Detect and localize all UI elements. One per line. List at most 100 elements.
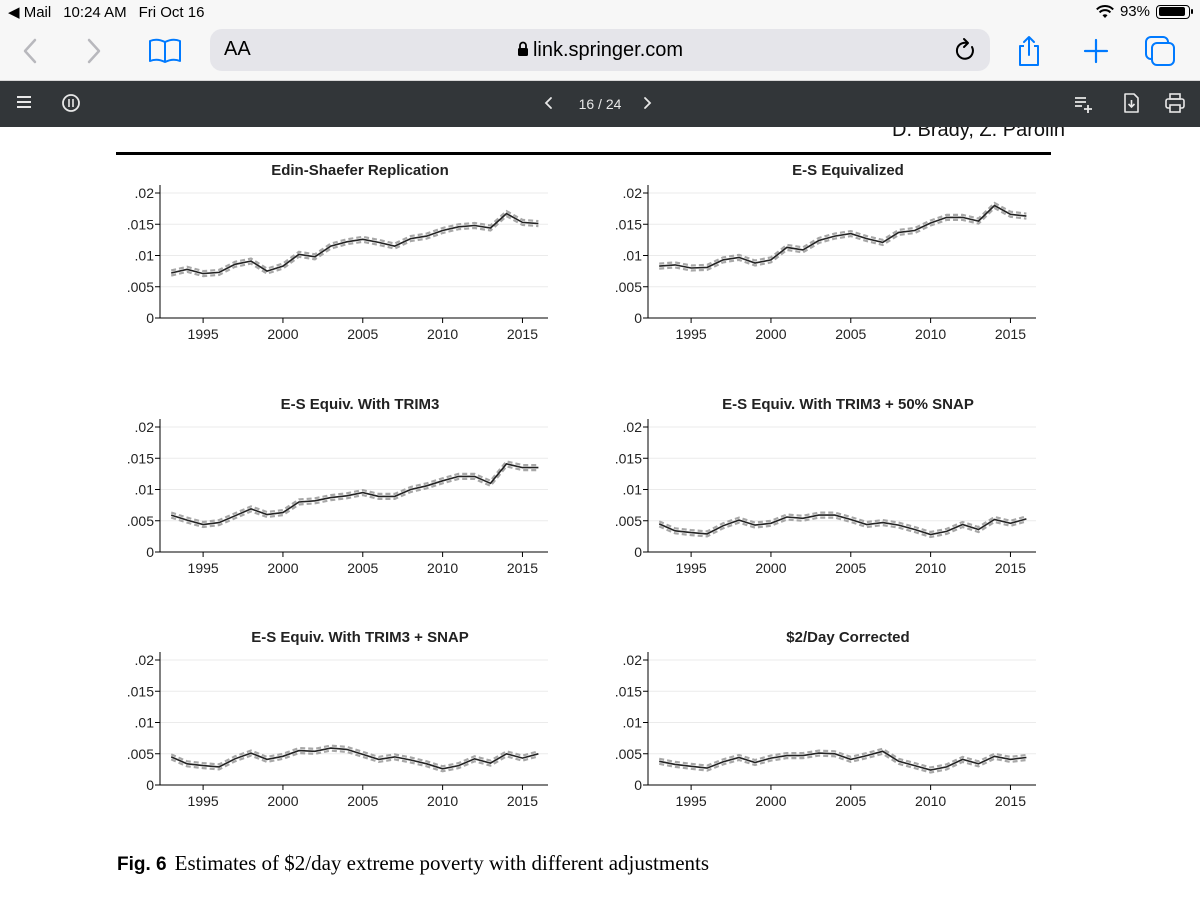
status-bar: ◀ Mail 10:24 AM Fri Oct 16 93% [0,0,1200,24]
y-tick-label: .005 [127,746,154,762]
chevron-right-icon [87,38,101,64]
plus-icon [1083,38,1109,64]
y-tick-label: 0 [634,310,642,326]
download-icon [1124,93,1139,113]
chart-title: $2/Day Corrected [786,629,909,646]
chart-title: E-S Equivalized [792,162,904,179]
wifi-icon [1096,4,1114,18]
share-button[interactable] [1016,34,1042,68]
next-page-button[interactable] [640,93,656,118]
y-tick-label: .01 [135,715,155,731]
battery-percent: 93% [1119,3,1150,20]
x-tick-label: 2005 [347,560,378,576]
x-tick-label: 2015 [995,560,1026,576]
address-bar[interactable]: AA link.springer.com [210,29,990,71]
pdf-page: D. Brady, Z. Parolin Edin-Shaefer Replic… [0,127,1200,900]
menu-icon [17,96,31,108]
ci-lower-line [658,516,1027,539]
figure-6-charts: Edin-Shaefer Replication 0 .005 .01 .015 .02 1… [127,162,1036,809]
chart-panel: E-S Equiv. With TRIM3 + SNAP 0 .005 .01 .015… [127,629,548,809]
y-tick-label: .02 [623,652,643,668]
chart-panel: E-S Equivalized 0 .005 .01 .015 .02 1995 2000 20… [615,162,1036,342]
page-indicator: 16 / 24 [578,96,622,112]
tabs-icon [1145,36,1175,66]
x-tick-label: 2000 [755,326,786,342]
estimate-line [171,212,539,275]
x-tick-label: 2005 [347,326,378,342]
previous-page-button[interactable] [540,93,556,118]
y-tick-label: .015 [615,216,642,232]
printer-icon [1165,93,1185,113]
tabs-overview-button[interactable] [1144,34,1176,68]
back-button[interactable] [20,34,40,68]
ci-lower-line [658,752,1027,774]
ci-lower-line [659,206,1027,272]
url-field[interactable]: link.springer.com [210,39,990,62]
x-tick-label: 2000 [755,560,786,576]
annotation-icon [62,94,80,112]
reload-button[interactable] [952,35,978,70]
chart-panel: $2/Day Corrected 0 .005 .01 .015 .02 1995 2000 2… [615,629,1036,809]
x-tick-label: 2005 [835,326,866,342]
x-tick-label: 2010 [915,793,946,809]
y-tick-label: .01 [623,715,643,731]
playlist-add-icon [1075,97,1092,113]
y-tick-label: .015 [127,216,154,232]
y-tick-label: .005 [615,746,642,762]
x-tick-label: 2010 [427,793,458,809]
ci-lower-line [170,749,539,773]
y-tick-label: .01 [623,482,643,498]
y-tick-label: .02 [135,419,155,435]
y-tick-label: 0 [146,310,154,326]
ci-lower-line [170,465,539,529]
browser-toolbar: AA link.springer.com [0,24,1200,81]
chart-title: E-S Equiv. With TRIM3 [281,396,440,413]
figure-label: Fig. 6 [117,854,167,875]
estimate-line [170,747,539,770]
chart-panel: E-S Equiv. With TRIM3 0 .005 .01 .015 .02 1995… [127,396,548,576]
chart-title: Edin-Shaefer Replication [271,162,449,179]
x-tick-label: 1995 [188,326,219,342]
y-tick-label: .02 [623,419,643,435]
estimate-line [658,514,1027,536]
ci-upper-line [658,747,1027,769]
download-button[interactable] [1120,92,1142,119]
y-tick-label: .015 [615,683,642,699]
text-size-button[interactable]: AA [224,38,251,60]
estimate-line [170,463,539,526]
x-tick-label: 1995 [676,560,707,576]
add-to-reading-list-button[interactable] [1072,92,1094,119]
x-tick-label: 2005 [835,560,866,576]
annotation-button[interactable] [60,92,82,119]
y-tick-label: .01 [135,482,155,498]
new-tab-button[interactable] [1082,34,1110,68]
y-tick-label: 0 [146,777,154,793]
y-tick-label: .02 [135,652,155,668]
x-tick-label: 2010 [427,560,458,576]
x-tick-label: 2015 [507,560,538,576]
figure-caption: Fig. 6 Estimates of $2/day extreme povert… [117,851,709,876]
caption-text: Estimates of $2/day extreme poverty with… [174,851,710,875]
back-to-app-link[interactable]: ◀ Mail [8,4,52,21]
chevron-left-icon [23,38,37,64]
estimate-line [659,204,1027,269]
reload-icon [955,38,974,60]
x-tick-label: 1995 [676,326,707,342]
bookmarks-button[interactable] [148,34,182,68]
battery-icon [1156,4,1193,19]
pdf-toolbar: 16 / 24 [0,81,1200,127]
print-button[interactable] [1164,92,1186,119]
ci-upper-line [170,744,539,768]
x-tick-label: 2000 [267,326,298,342]
x-tick-label: 2015 [995,326,1026,342]
header-rule [116,152,1051,155]
chart-panel: E-S Equiv. With TRIM3 + 50% SNAP 0 .005 .01… [615,396,1036,576]
chart-panel: Edin-Shaefer Replication 0 .005 .01 .015 .02 1… [127,162,548,342]
forward-button[interactable] [84,34,104,68]
x-tick-label: 2010 [915,560,946,576]
y-tick-label: .02 [623,185,643,201]
outline-button[interactable] [14,92,34,117]
y-tick-label: .015 [127,683,154,699]
back-app-label: Mail [23,4,52,21]
x-tick-label: 2010 [915,326,946,342]
